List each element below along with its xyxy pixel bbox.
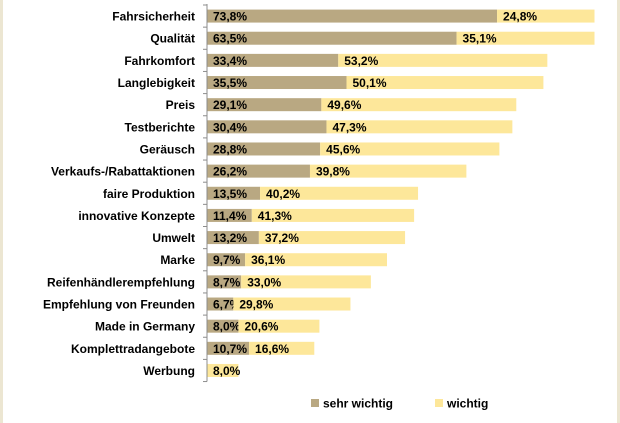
bar-wichtig [260, 186, 419, 200]
data-label: 20,6% [244, 320, 278, 334]
bar-wichtig [258, 231, 406, 245]
bar-sehr-wichtig [207, 76, 347, 90]
bar-wichtig [320, 142, 500, 156]
bar-wichtig [245, 253, 387, 267]
legend-swatch-wichtig [435, 399, 443, 407]
bar-sehr-wichtig [207, 142, 321, 156]
category-label: Verkaufs-/Rabattaktionen [51, 165, 195, 179]
bar-sehr-wichtig [207, 98, 322, 112]
category-label: Fahrkomfort [124, 54, 195, 68]
category-label: Marke [160, 253, 195, 267]
bar-wichtig [251, 208, 415, 222]
data-label: 8,0% [213, 320, 241, 334]
bar-sehr-wichtig [207, 120, 327, 134]
data-label: 28,8% [213, 142, 247, 156]
category-label: innovative Konzepte [78, 209, 195, 223]
data-label: 9,7% [213, 253, 241, 267]
bar-wichtig [309, 164, 467, 178]
bar-sehr-wichtig [207, 9, 498, 23]
data-label: 53,2% [344, 54, 378, 68]
category-label: Werbung [143, 364, 195, 378]
bar-wichtig [321, 98, 517, 112]
category-label: Langlebigkeit [118, 76, 195, 90]
data-label: 63,5% [213, 32, 247, 46]
data-label: 30,4% [213, 120, 247, 134]
bar-wichtig [497, 9, 595, 23]
category-label: faire Produktion [103, 187, 195, 201]
category-label: Geräusch [140, 142, 195, 156]
bar-wichtig [346, 76, 544, 90]
bar-sehr-wichtig [207, 319, 239, 333]
bar-wichtig [326, 120, 513, 134]
category-label: Fahrsicherheit [112, 10, 195, 24]
data-label: 13,5% [213, 187, 247, 201]
category-label: Made in Germany [95, 320, 195, 334]
bar-sehr-wichtig [207, 164, 310, 178]
data-label: 13,2% [213, 231, 247, 245]
bar-wichtig [241, 275, 371, 289]
data-label: 29,8% [239, 298, 273, 312]
data-label: 73,8% [213, 10, 247, 24]
bar-sehr-wichtig [207, 31, 457, 45]
bar-wichtig [249, 341, 315, 355]
category-label: Testberichte [125, 120, 196, 134]
data-label: 39,8% [316, 165, 350, 179]
data-label: 40,2% [266, 187, 300, 201]
data-label: 36,1% [251, 253, 285, 267]
category-label: Reifenhändlerempfehlung [47, 275, 195, 289]
bar-sehr-wichtig [207, 231, 259, 245]
bar-wichtig [207, 363, 239, 377]
category-label: Komplettradangebote [71, 342, 195, 356]
category-label: Umwelt [152, 231, 195, 245]
bar-wichtig [238, 319, 320, 333]
data-label: 16,6% [255, 342, 289, 356]
bar-sehr-wichtig [207, 53, 339, 67]
data-label: 11,4% [213, 209, 247, 223]
bar-sehr-wichtig [207, 275, 242, 289]
bar-wichtig [233, 297, 351, 311]
data-label: 8,7% [213, 275, 241, 289]
data-label: 33,0% [247, 275, 281, 289]
bar-wichtig [456, 31, 595, 45]
data-label: 10,7% [213, 342, 247, 356]
bar-wichtig [338, 53, 548, 67]
data-label: 35,1% [463, 32, 497, 46]
legend-label: wichtig [446, 397, 488, 411]
stacked-bar-chart: Fahrsicherheit 73,8% 24,8% Qualität 63,5% 35,… [43, 4, 595, 411]
bar-sehr-wichtig [207, 186, 261, 200]
category-label: Qualität [150, 32, 195, 46]
data-label: 49,6% [327, 98, 361, 112]
legend-label: sehr wichtig [323, 397, 393, 411]
data-label: 8,0% [213, 364, 241, 378]
category-label: Empfehlung von Freunden [43, 298, 195, 312]
data-label: 47,3% [332, 120, 366, 134]
data-label: 29,1% [213, 98, 247, 112]
data-label: 50,1% [353, 76, 387, 90]
bar-sehr-wichtig [207, 208, 252, 222]
category-label: Preis [166, 98, 196, 112]
data-label: 24,8% [503, 10, 537, 24]
data-label: 45,6% [326, 142, 360, 156]
data-label: 37,2% [265, 231, 299, 245]
data-label: 35,5% [213, 76, 247, 90]
bar-sehr-wichtig [207, 341, 250, 355]
legend-swatch-sehr-wichtig [311, 399, 319, 407]
data-label: 26,2% [213, 165, 247, 179]
bar-sehr-wichtig [207, 297, 234, 311]
data-label: 41,3% [258, 209, 292, 223]
data-label: 33,4% [213, 54, 247, 68]
bar-sehr-wichtig [207, 253, 246, 267]
